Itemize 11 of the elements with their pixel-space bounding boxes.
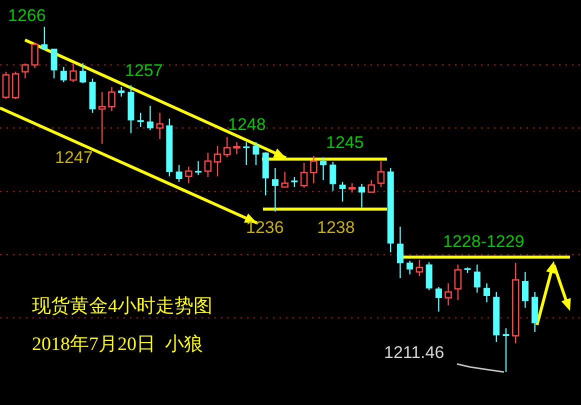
annotation: 1245 (326, 133, 364, 152)
text: 2018年7月20日 小狼 (32, 334, 203, 355)
text: 1266 (8, 6, 46, 25)
text: 现货黄金4小时走势图 (32, 296, 212, 317)
annotation: 1247 (55, 148, 93, 167)
annotation: 1211.46 (384, 343, 444, 362)
annotation: 1257 (125, 61, 163, 80)
annotation: 1248 (228, 115, 266, 134)
annotation: 1238 (317, 218, 355, 237)
annotation: 1236 (246, 218, 284, 237)
annotation: 1228-1229 (443, 232, 524, 251)
